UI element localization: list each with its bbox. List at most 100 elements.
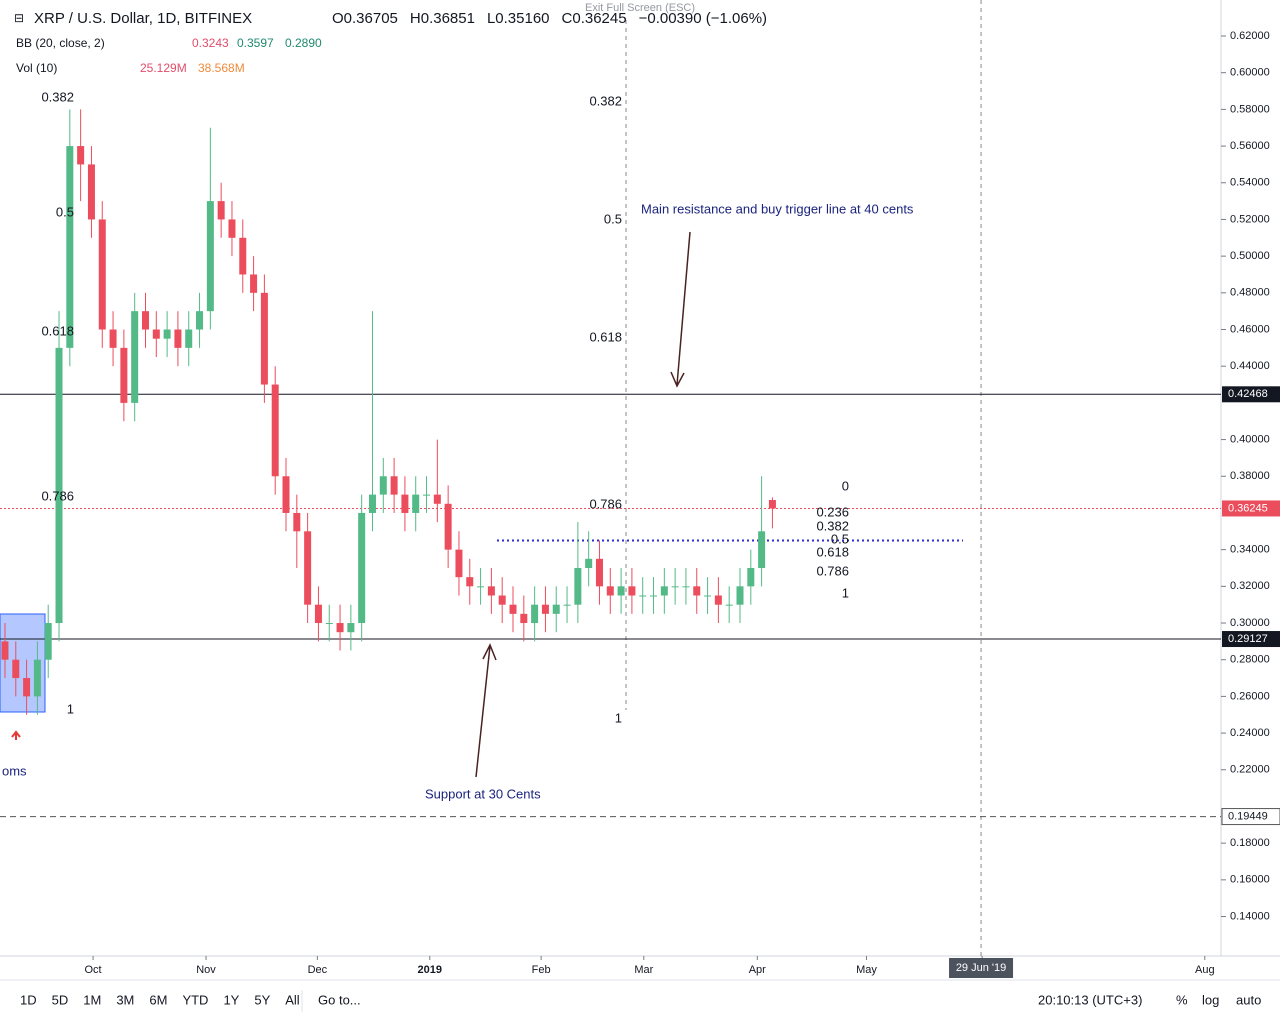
annotation: Main resistance and buy trigger line at … bbox=[641, 201, 914, 216]
bb-value: 0.3243 bbox=[192, 36, 229, 50]
candle-body bbox=[55, 347, 63, 624]
y-tick-label: 0.34000 bbox=[1230, 544, 1270, 556]
candle-body bbox=[455, 549, 463, 578]
x-tick-label: Feb bbox=[532, 964, 551, 976]
candle-body bbox=[520, 613, 528, 624]
annotation: Support at 30 Cents bbox=[425, 786, 541, 801]
y-tick-label: 0.58000 bbox=[1230, 103, 1270, 115]
candle-body bbox=[412, 494, 420, 513]
ohlc-value: C0.36245 bbox=[562, 10, 627, 27]
candle-body bbox=[206, 201, 214, 312]
y-tick-label: 0.38000 bbox=[1230, 470, 1270, 482]
x-tick-label: Apr bbox=[749, 964, 766, 976]
auto-toggle[interactable]: auto bbox=[1236, 992, 1261, 1007]
y-tick-label: 0.44000 bbox=[1230, 360, 1270, 372]
fib-label: 0 bbox=[842, 478, 849, 493]
candle-body bbox=[141, 311, 149, 330]
range-button[interactable]: 5D bbox=[52, 992, 69, 1007]
y-tick-label: 0.22000 bbox=[1230, 764, 1270, 776]
y-tick-label: 0.26000 bbox=[1230, 690, 1270, 702]
price-label: 0.36245 bbox=[1228, 502, 1268, 514]
candle-body bbox=[33, 659, 41, 697]
collapse-icon[interactable]: ⊟ bbox=[14, 11, 24, 25]
candle-body bbox=[66, 146, 74, 348]
fib-label: 0.382 bbox=[816, 518, 849, 533]
candle-body bbox=[725, 604, 733, 606]
plot bbox=[0, 0, 1221, 956]
price-label: 0.19449 bbox=[1228, 810, 1268, 822]
candle-body bbox=[498, 595, 506, 605]
range-button[interactable]: 3M bbox=[116, 992, 134, 1007]
fib-label: 1 bbox=[67, 701, 74, 716]
y-tick-label: 0.46000 bbox=[1230, 323, 1270, 335]
candle-body bbox=[217, 201, 225, 220]
candle-body bbox=[423, 494, 431, 496]
candle-body bbox=[466, 577, 474, 587]
fib-label: 0.5 bbox=[831, 531, 849, 546]
fib-label: 0.786 bbox=[589, 496, 622, 511]
candle-body bbox=[747, 567, 755, 587]
candle-body bbox=[131, 311, 139, 403]
candle-body bbox=[336, 623, 344, 633]
x-tick-label: Dec bbox=[308, 964, 328, 976]
exit-fullscreen[interactable]: Exit Full Screen (ESC) bbox=[585, 2, 695, 14]
y-tick-label: 0.60000 bbox=[1230, 67, 1270, 79]
goto[interactable]: Go to... bbox=[318, 992, 361, 1007]
candle-body bbox=[390, 476, 398, 495]
candle-body bbox=[433, 494, 441, 504]
candle-body bbox=[401, 494, 409, 513]
candle-body bbox=[714, 595, 722, 605]
y-tick-label: 0.32000 bbox=[1230, 580, 1270, 592]
candle-body bbox=[628, 586, 636, 596]
range-button[interactable]: YTD bbox=[182, 992, 208, 1007]
fib-label: 1 bbox=[842, 585, 849, 600]
price-label-box bbox=[1221, 808, 1280, 826]
candle-body bbox=[758, 531, 766, 568]
candle-body bbox=[228, 219, 236, 238]
price-label: 0.29127 bbox=[1228, 633, 1268, 645]
fib-label: 0.5 bbox=[604, 211, 622, 226]
range-button[interactable]: 6M bbox=[149, 992, 167, 1007]
candle-body bbox=[639, 595, 647, 597]
candle-body bbox=[650, 595, 658, 597]
candle-body bbox=[185, 329, 193, 348]
range-button[interactable]: 1M bbox=[83, 992, 101, 1007]
x-tick-label: Aug bbox=[1195, 964, 1215, 976]
price-label-box bbox=[1222, 500, 1280, 517]
x-tick-label: May bbox=[856, 964, 877, 976]
candle-body bbox=[693, 586, 701, 596]
candle-body bbox=[704, 595, 712, 597]
candle-body bbox=[595, 558, 603, 587]
candle-body bbox=[368, 494, 376, 513]
candle-body bbox=[163, 329, 171, 339]
candle-body bbox=[509, 604, 517, 614]
range-button[interactable]: All bbox=[285, 992, 300, 1007]
candle-body bbox=[196, 311, 204, 330]
fib-label: 1 bbox=[615, 710, 622, 725]
log-toggle[interactable]: log bbox=[1202, 992, 1219, 1007]
fib-label: 0.618 bbox=[816, 544, 849, 559]
range-button[interactable]: 5Y bbox=[254, 992, 270, 1007]
candle-body bbox=[271, 384, 279, 477]
candle-body bbox=[260, 292, 268, 385]
range-button[interactable]: 1Y bbox=[223, 992, 239, 1007]
candle-body bbox=[347, 623, 355, 633]
candle-body bbox=[109, 329, 117, 348]
range-button[interactable]: 1D bbox=[20, 992, 37, 1007]
candle-body bbox=[120, 347, 128, 403]
fib-label: 0.382 bbox=[589, 93, 622, 108]
bb-name: BB (20, close, 2) bbox=[16, 36, 105, 50]
y-tick-label: 0.24000 bbox=[1230, 727, 1270, 739]
x-tick-label: Nov bbox=[196, 964, 216, 976]
price-label-box bbox=[1222, 631, 1280, 648]
y-tick-label: 0.14000 bbox=[1230, 910, 1270, 922]
x-tick-label: Mar bbox=[634, 964, 653, 976]
candle-body bbox=[736, 586, 744, 605]
candle-body bbox=[487, 586, 495, 596]
ohlc-value: −0.00390 (−1.06%) bbox=[639, 10, 767, 27]
candle-body bbox=[682, 586, 690, 588]
percent-toggle[interactable]: % bbox=[1176, 992, 1188, 1007]
candle-body bbox=[768, 500, 776, 509]
